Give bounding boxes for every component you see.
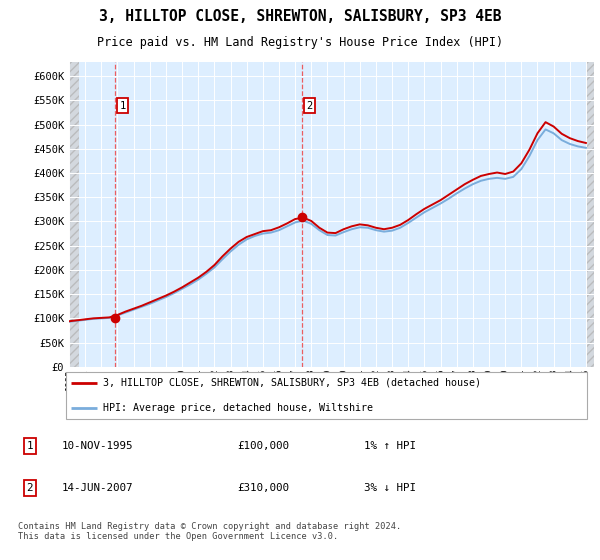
FancyBboxPatch shape (65, 372, 587, 419)
Text: 3% ↓ HPI: 3% ↓ HPI (364, 483, 416, 493)
Text: HPI: Average price, detached house, Wiltshire: HPI: Average price, detached house, Wilt… (103, 403, 373, 413)
Text: 1: 1 (26, 441, 33, 451)
Text: 2: 2 (26, 483, 33, 493)
Text: £100,000: £100,000 (237, 441, 289, 451)
Text: 2: 2 (307, 101, 313, 111)
Text: 10-NOV-1995: 10-NOV-1995 (61, 441, 133, 451)
Text: 3, HILLTOP CLOSE, SHREWTON, SALISBURY, SP3 4EB: 3, HILLTOP CLOSE, SHREWTON, SALISBURY, S… (99, 9, 501, 24)
Text: 14-JUN-2007: 14-JUN-2007 (61, 483, 133, 493)
Text: 3, HILLTOP CLOSE, SHREWTON, SALISBURY, SP3 4EB (detached house): 3, HILLTOP CLOSE, SHREWTON, SALISBURY, S… (103, 378, 481, 388)
Bar (69, 62, 79, 367)
Text: Price paid vs. HM Land Registry's House Price Index (HPI): Price paid vs. HM Land Registry's House … (97, 36, 503, 49)
Text: 1% ↑ HPI: 1% ↑ HPI (364, 441, 416, 451)
Text: 1: 1 (119, 101, 125, 111)
Bar (586, 62, 594, 367)
Text: £310,000: £310,000 (237, 483, 289, 493)
Text: Contains HM Land Registry data © Crown copyright and database right 2024.
This d: Contains HM Land Registry data © Crown c… (18, 522, 401, 541)
